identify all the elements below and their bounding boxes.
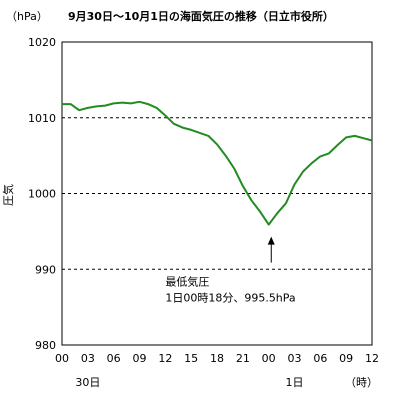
pressure-series-line xyxy=(62,100,373,226)
x-unit-label: （時） xyxy=(345,376,378,389)
y-tick-label: 990 xyxy=(35,263,56,276)
grid-lines xyxy=(62,117,372,270)
y-tick-labels: 980 990 1000 1010 1020 xyxy=(28,36,56,352)
chart-title: 9月30日～10月1日の海面気圧の推移（日立市役所） xyxy=(68,9,334,23)
x-tick-label: 06 xyxy=(107,352,121,365)
x-tick-label: 18 xyxy=(210,352,224,365)
x-tick-label: 00 xyxy=(55,352,69,365)
day-label: 30日 xyxy=(75,376,100,389)
day-labels: 30日 1日 xyxy=(75,376,303,389)
y-tick-label: 1000 xyxy=(28,188,56,201)
x-tick-label: 12 xyxy=(365,352,379,365)
day-label: 1日 xyxy=(286,376,304,389)
y-tick-label: 1020 xyxy=(28,36,56,49)
y-tick-label: 980 xyxy=(35,339,56,352)
x-tick-label: 12 xyxy=(158,352,172,365)
x-tick-label: 09 xyxy=(339,352,353,365)
x-tick-label: 03 xyxy=(288,352,302,365)
minimum-pressure-annotation: 最低気圧 1日00時18分、995.5hPa xyxy=(165,236,296,305)
x-tick-label: 15 xyxy=(184,352,198,365)
annotation-label-detail: 1日00時18分、995.5hPa xyxy=(165,292,295,305)
y-tick-label: 1010 xyxy=(28,112,56,125)
x-tick-label: 21 xyxy=(236,352,250,365)
x-tick-labels: 00 03 06 09 12 15 18 21 00 03 06 09 12 xyxy=(55,352,379,365)
annotation-label-title: 最低気圧 xyxy=(165,275,209,289)
x-tick-label: 06 xyxy=(313,352,327,365)
x-tick-label: 00 xyxy=(262,352,276,365)
x-tick-label: 09 xyxy=(133,352,147,365)
x-tick-label: 03 xyxy=(81,352,95,365)
y-unit-label: （hPa） xyxy=(6,10,48,23)
y-axis-label: 圧気 xyxy=(1,184,15,206)
annotation-arrow-head xyxy=(267,236,275,245)
